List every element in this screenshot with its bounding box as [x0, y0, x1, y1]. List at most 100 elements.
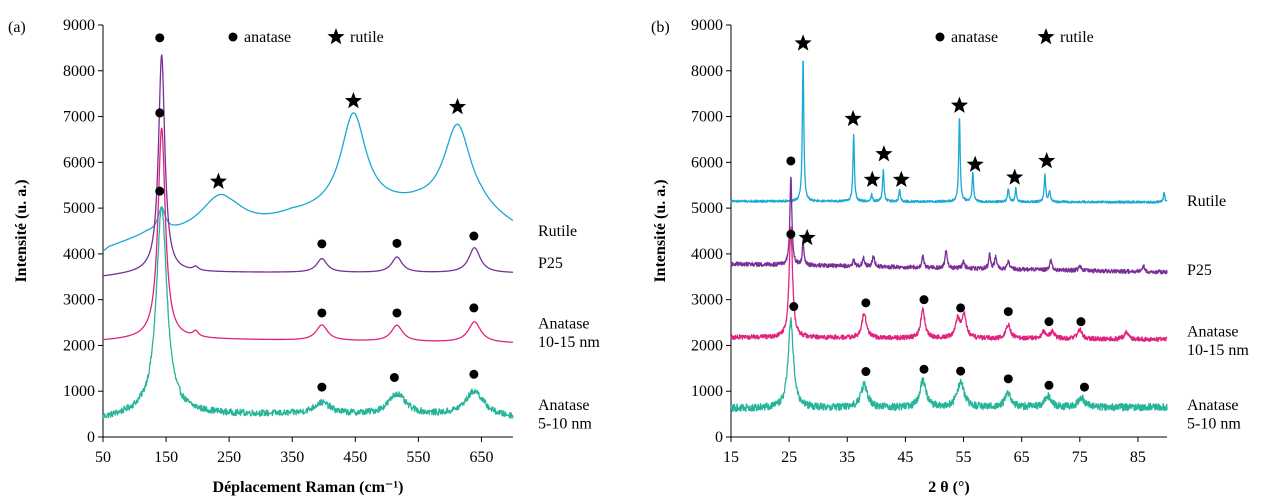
y-tick-label: 9000 — [63, 17, 95, 34]
rutile-marker — [863, 170, 881, 188]
legend-star-icon — [327, 28, 345, 45]
series-label: Rutile — [538, 223, 577, 240]
series-label-line2: 5-10 nm — [1187, 415, 1241, 432]
y-tick-label: 8000 — [63, 63, 95, 80]
x-tick-label: 55 — [956, 449, 972, 466]
chart-panel-1: (b) 0 1000 2000 3000 4000 5000 6000 7000 8000 9000… — [651, 17, 1249, 496]
y-tick-label: 4000 — [63, 246, 95, 263]
series-line — [102, 206, 514, 420]
x-tick-label: 15 — [723, 449, 739, 466]
series-line — [730, 60, 1168, 204]
x-tick-label: 450 — [343, 449, 367, 466]
anatase-marker — [317, 239, 327, 249]
anatase-marker — [155, 33, 165, 43]
rutile-marker — [448, 97, 467, 115]
x-tick-label: 250 — [217, 449, 241, 466]
x-tick-label: 50 — [95, 449, 111, 466]
anatase-marker — [919, 364, 929, 374]
legend-label-rutile: rutile — [1060, 29, 1094, 46]
panel-label: (b) — [651, 19, 670, 36]
anatase-marker — [1044, 380, 1054, 390]
series-label: P25 — [1187, 262, 1212, 279]
rutile-marker — [844, 109, 862, 127]
legend-star-icon — [1037, 28, 1055, 45]
x-tick-label: 65 — [1014, 449, 1030, 466]
anatase-marker — [789, 302, 799, 312]
anatase-marker — [956, 366, 966, 376]
series-line — [102, 54, 514, 277]
anatase-marker — [861, 367, 871, 377]
rutile-marker — [209, 172, 227, 189]
rutile-marker — [892, 170, 910, 188]
y-axis-title: Intensité (u. a.) — [652, 179, 669, 282]
legend-circle-icon — [935, 32, 945, 42]
anatase-marker — [956, 303, 966, 313]
anatase-marker — [155, 186, 165, 196]
series-label: Rutile — [1187, 193, 1226, 210]
anatase-marker — [389, 372, 399, 382]
x-tick-label: 35 — [839, 449, 855, 466]
x-tick-label: 85 — [1130, 449, 1146, 466]
anatase-marker — [1044, 317, 1054, 327]
x-tick-label: 350 — [280, 449, 304, 466]
anatase-marker — [1076, 317, 1086, 327]
series-line — [730, 317, 1168, 413]
anatase-marker — [155, 108, 165, 118]
rutile-marker — [798, 228, 816, 246]
y-tick-label: 1000 — [63, 383, 95, 400]
anatase-marker — [392, 238, 402, 248]
series-label-line2: 10-15 nm — [1187, 342, 1249, 359]
x-axis-title: 2 θ (°) — [928, 479, 969, 496]
anatase-marker — [919, 295, 929, 305]
rutile-marker — [794, 34, 812, 51]
rutile-marker — [1006, 168, 1024, 185]
anatase-marker — [786, 229, 796, 239]
y-tick-label: 5000 — [63, 200, 95, 217]
series-label-line2: 5-10 nm — [538, 415, 592, 432]
legend-label-anatase: anatase — [244, 29, 291, 46]
y-tick-label: 8000 — [691, 63, 723, 80]
rutile-marker — [344, 91, 362, 109]
x-axis-title: Déplacement Raman (cm⁻¹) — [213, 479, 404, 496]
chart-panel-0: (a) 0 1000 2000 3000 4000 5000 6000 7000 8000 9000… — [8, 17, 600, 496]
x-tick-label: 550 — [406, 449, 430, 466]
y-tick-label: 1000 — [691, 383, 723, 400]
y-tick-label: 9000 — [691, 17, 723, 34]
y-tick-label: 6000 — [691, 154, 723, 171]
panel-label: (a) — [8, 19, 26, 36]
y-tick-label: 7000 — [63, 109, 95, 126]
legend-label-rutile: rutile — [350, 29, 384, 46]
y-tick-label: 0 — [715, 429, 723, 446]
y-tick-label: 0 — [87, 429, 95, 446]
x-tick-label: 75 — [1072, 449, 1088, 466]
x-tick-label: 650 — [469, 449, 493, 466]
y-tick-label: 2000 — [63, 337, 95, 354]
x-tick-label: 150 — [154, 449, 178, 466]
y-tick-label: 3000 — [63, 292, 95, 309]
rutile-marker — [1038, 151, 1056, 169]
series-line — [730, 176, 1168, 275]
y-tick-label: 3000 — [691, 292, 723, 309]
anatase-marker — [317, 382, 327, 392]
x-tick-label: 45 — [897, 449, 913, 466]
anatase-marker — [786, 156, 796, 166]
anatase-marker — [317, 308, 327, 318]
legend-circle-icon — [228, 32, 238, 42]
anatase-marker — [1003, 307, 1013, 317]
series-line — [102, 127, 514, 343]
series-label: Anatase — [1187, 397, 1239, 414]
anatase-marker — [1079, 382, 1089, 392]
anatase-marker — [469, 303, 479, 313]
y-tick-label: 2000 — [691, 337, 723, 354]
rutile-marker — [966, 155, 984, 172]
y-tick-label: 5000 — [691, 200, 723, 217]
anatase-marker — [469, 369, 479, 379]
x-tick-label: 25 — [781, 449, 797, 466]
anatase-marker — [861, 298, 871, 308]
series-label: P25 — [538, 255, 563, 272]
anatase-marker — [1003, 374, 1013, 384]
anatase-marker — [392, 308, 402, 318]
series-label: Anatase — [538, 397, 590, 414]
anatase-marker — [469, 231, 479, 241]
